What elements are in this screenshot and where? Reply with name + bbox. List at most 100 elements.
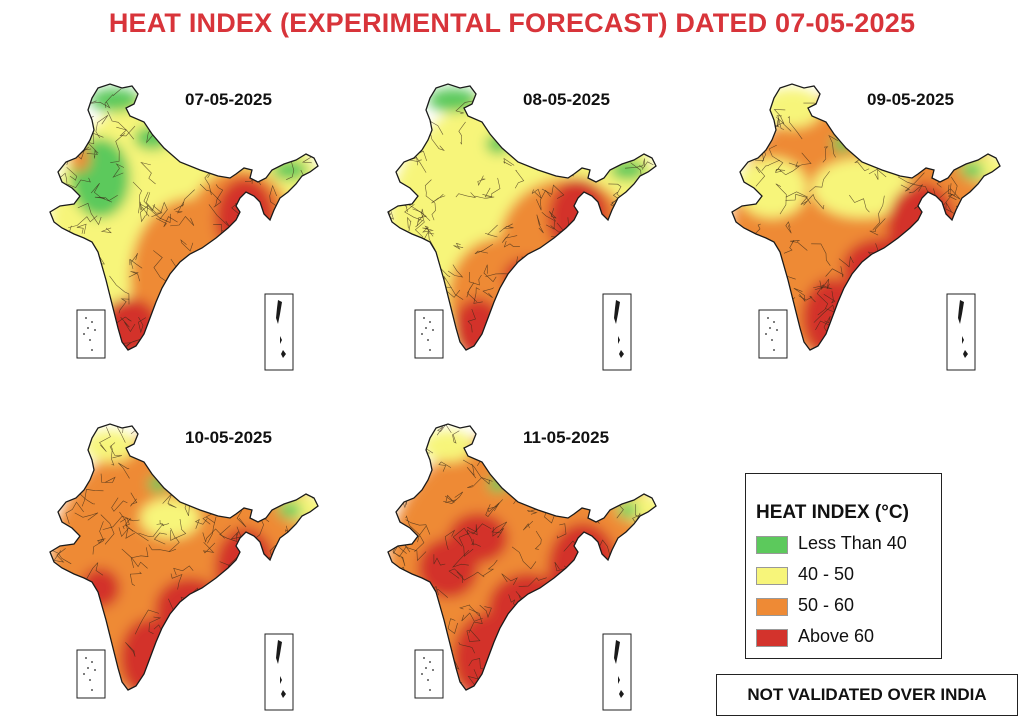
heat-region-red — [448, 513, 508, 563]
island-dot — [421, 673, 423, 675]
heat-region-green — [960, 162, 984, 178]
forecast-map-panel: 09-05-2025 — [722, 78, 1012, 378]
heat-region-red — [453, 298, 503, 350]
andaman-islands — [276, 640, 286, 698]
island-dot — [427, 339, 429, 341]
heat-region-red — [155, 578, 225, 638]
island-dot — [91, 349, 93, 351]
andaman-islands — [958, 300, 968, 358]
india-outline — [387, 83, 657, 351]
panel-date: 07-05-2025 — [185, 90, 272, 109]
island-dot — [91, 321, 93, 323]
island-dot — [91, 689, 93, 691]
legend-swatch-green — [756, 536, 788, 554]
legend-title: HEAT INDEX (°C) — [756, 502, 909, 523]
heat-region-red — [887, 183, 957, 273]
legend-label: 50 - 60 — [798, 595, 855, 615]
island-dot — [776, 329, 778, 331]
heat-region-red — [80, 568, 120, 608]
island-dot — [87, 667, 89, 669]
legend-swatch-red — [756, 629, 788, 647]
island-dot — [85, 317, 87, 319]
island-dot — [432, 669, 434, 671]
legend-item: Above 60 — [756, 626, 936, 649]
heat-region-green — [90, 88, 140, 112]
heat-region-green — [70, 138, 130, 218]
island-dot — [423, 657, 425, 659]
island-dot — [85, 657, 87, 659]
page-title: HEAT INDEX (EXPERIMENTAL FORECAST) DATED… — [108, 8, 916, 38]
legend-label: Less Than 40 — [798, 533, 907, 553]
not-validated-notice: NOT VALIDATED OVER INDIA — [716, 674, 1018, 716]
island-dot — [769, 327, 771, 329]
panel-date: 11-05-2025 — [523, 428, 610, 447]
legend-item: 40 - 50 — [756, 564, 936, 587]
panel-date: 08-05-2025 — [523, 90, 610, 109]
lakshadweep-inset — [414, 649, 444, 699]
heat-region-green — [428, 88, 478, 112]
heat-region-yellow — [812, 158, 912, 218]
island-dot — [89, 679, 91, 681]
heat-region-yellow — [84, 430, 136, 462]
india-outline — [49, 423, 319, 691]
island-dot — [429, 689, 431, 691]
island-dot — [429, 321, 431, 323]
heat-region-red — [215, 528, 275, 608]
island-dot — [771, 339, 773, 341]
lakshadweep-inset — [76, 309, 106, 359]
forecast-map-panel: 07-05-2025 — [40, 78, 330, 378]
heat-region-red — [215, 178, 275, 258]
forecast-map-panel: 08-05-2025 — [378, 78, 668, 378]
island-dot — [94, 329, 96, 331]
india-map — [49, 83, 319, 371]
island-dot — [425, 667, 427, 669]
island-dot — [427, 679, 429, 681]
legend-label: Above 60 — [798, 626, 875, 646]
legend-item: 50 - 60 — [756, 595, 936, 618]
lakshadweep-inset — [414, 309, 444, 359]
lakshadweep-inset — [758, 309, 788, 359]
heat-region-yellow — [737, 158, 807, 218]
heat-region-red — [842, 238, 922, 298]
india-map — [49, 423, 319, 711]
andaman-islands — [276, 300, 286, 358]
india-outline — [49, 83, 319, 351]
legend-label: 40 - 50 — [798, 564, 855, 584]
island-dot — [773, 321, 775, 323]
island-dot — [83, 673, 85, 675]
island-dot — [423, 317, 425, 319]
india-map — [387, 83, 657, 371]
andaman-inset — [946, 293, 976, 371]
island-dot — [425, 327, 427, 329]
heat-region-yellow — [140, 498, 200, 538]
india-outline — [387, 423, 657, 691]
india-outline — [731, 83, 1001, 351]
island-dot — [91, 661, 93, 663]
island-dot — [429, 661, 431, 663]
india-map — [731, 83, 1001, 371]
legend-swatch-orange — [756, 598, 788, 616]
island-dot — [421, 333, 423, 335]
heat-region-red — [488, 573, 568, 643]
heat-region-green — [278, 502, 302, 518]
heat-region-green — [134, 126, 170, 150]
heat-region-red — [548, 178, 608, 258]
legend-item: Less Than 40 — [756, 533, 936, 556]
island-dot — [429, 349, 431, 351]
panel-date: 09-05-2025 — [867, 90, 954, 109]
legend-swatch-yellow — [756, 567, 788, 585]
heat-index-legend: HEAT INDEX (°C) Less Than 40 40 - 50 50 … — [745, 473, 942, 659]
island-dot — [432, 329, 434, 331]
island-dot — [767, 317, 769, 319]
forecast-map-panel: 10-05-2025 — [40, 418, 330, 718]
heat-region-green — [272, 160, 308, 180]
island-dot — [765, 333, 767, 335]
lakshadweep-inset — [76, 649, 106, 699]
island-dot — [94, 669, 96, 671]
heat-region-yellow — [422, 430, 474, 462]
island-dot — [83, 333, 85, 335]
heat-region-red — [503, 258, 553, 298]
india-map — [387, 423, 657, 711]
andaman-islands — [614, 640, 624, 698]
island-dot — [89, 339, 91, 341]
